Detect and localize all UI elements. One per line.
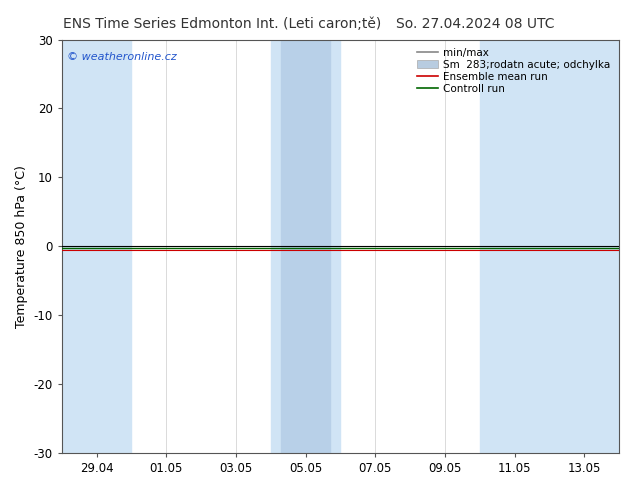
Bar — [480, 40, 549, 453]
Bar — [281, 40, 330, 453]
Text: © weatheronline.cz: © weatheronline.cz — [67, 52, 177, 62]
Legend: min/max, Sm  283;rodatn acute; odchylka, Ensemble mean run, Controll run: min/max, Sm 283;rodatn acute; odchylka, … — [414, 45, 614, 98]
Text: So. 27.04.2024 08 UTC: So. 27.04.2024 08 UTC — [396, 17, 555, 31]
Y-axis label: Temperature 850 hPa (°C): Temperature 850 hPa (°C) — [15, 165, 28, 328]
Bar — [62, 40, 131, 453]
Bar — [549, 40, 619, 453]
Bar — [271, 40, 340, 453]
Text: ENS Time Series Edmonton Int. (Leti caron;tě): ENS Time Series Edmonton Int. (Leti caro… — [63, 17, 381, 31]
